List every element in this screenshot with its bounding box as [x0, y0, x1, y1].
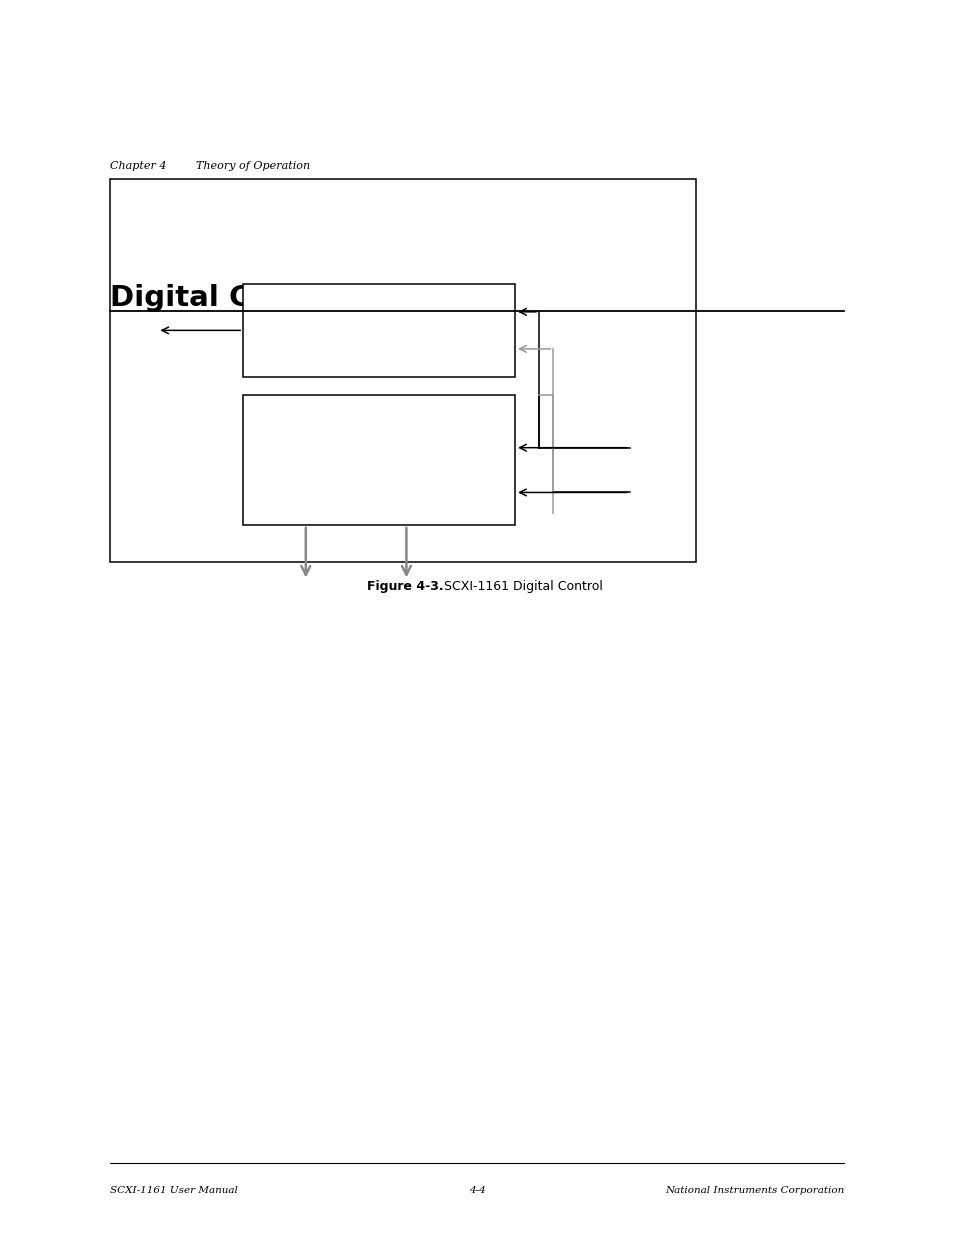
Text: Chapter 4: Chapter 4 [110, 161, 166, 170]
Text: Digital Control Circuitry: Digital Control Circuitry [110, 284, 500, 312]
Bar [243, 284, 515, 377]
Text: 4-4: 4-4 [468, 1186, 485, 1194]
Text: Theory of Operation: Theory of Operation [195, 161, 310, 170]
Text: SCXI-1161 User Manual: SCXI-1161 User Manual [110, 1186, 237, 1194]
Text: SCXI-1161 Digital Control: SCXI-1161 Digital Control [436, 580, 602, 594]
Bar [243, 395, 515, 525]
Text: Figure 4-3.: Figure 4-3. [367, 580, 443, 594]
Text: National Instruments Corporation: National Instruments Corporation [664, 1186, 843, 1194]
Bar [110, 179, 696, 562]
